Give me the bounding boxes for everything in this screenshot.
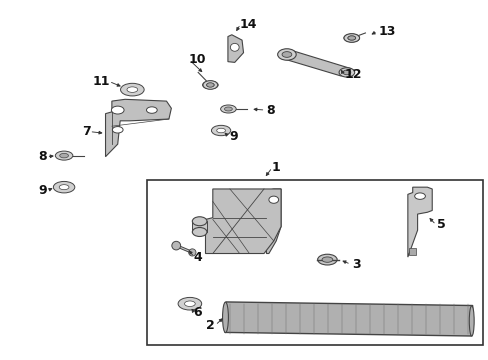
Text: 14: 14 [239,18,257,31]
Ellipse shape [121,83,144,96]
Polygon shape [105,99,171,157]
Ellipse shape [53,181,75,193]
Ellipse shape [338,68,354,77]
Ellipse shape [127,87,138,93]
Ellipse shape [277,49,296,60]
Polygon shape [205,189,281,253]
Ellipse shape [184,301,195,306]
Ellipse shape [60,153,68,158]
Text: 8: 8 [39,150,47,163]
Ellipse shape [146,107,157,113]
Text: 2: 2 [206,319,215,332]
Text: 3: 3 [351,258,360,271]
Polygon shape [224,302,472,336]
Text: 13: 13 [378,25,395,38]
Ellipse shape [202,81,218,89]
Ellipse shape [171,241,180,250]
Text: 10: 10 [188,53,205,66]
Text: 5: 5 [436,218,445,231]
Polygon shape [266,189,281,253]
Ellipse shape [192,217,206,226]
Ellipse shape [230,43,239,51]
Ellipse shape [322,257,332,262]
Ellipse shape [347,36,355,40]
Ellipse shape [414,193,425,199]
Polygon shape [407,187,431,257]
Ellipse shape [178,297,201,310]
Ellipse shape [317,254,336,265]
Ellipse shape [268,196,278,203]
Ellipse shape [112,127,123,133]
Text: 6: 6 [193,306,202,319]
Text: 9: 9 [229,130,238,144]
Bar [192,221,206,232]
Ellipse shape [111,106,124,114]
Text: 9: 9 [39,184,47,197]
Text: 8: 8 [266,104,275,117]
Ellipse shape [206,83,214,87]
Polygon shape [227,35,243,62]
Bar [147,180,483,345]
Ellipse shape [282,51,291,57]
Text: 11: 11 [93,75,110,88]
Ellipse shape [203,81,217,89]
Ellipse shape [188,249,196,256]
Ellipse shape [468,306,473,336]
Ellipse shape [55,151,73,160]
Polygon shape [175,244,193,253]
Ellipse shape [342,70,350,75]
Polygon shape [281,51,351,76]
Text: 1: 1 [271,161,280,174]
Text: 7: 7 [82,125,91,138]
Polygon shape [408,248,415,255]
Ellipse shape [343,34,359,42]
Ellipse shape [220,105,236,113]
Ellipse shape [216,128,225,133]
Text: 12: 12 [344,68,361,81]
Ellipse shape [222,302,228,333]
Text: 4: 4 [193,251,202,264]
Ellipse shape [206,83,214,87]
Ellipse shape [59,185,69,190]
Ellipse shape [224,107,232,111]
Ellipse shape [347,36,355,40]
Ellipse shape [192,228,206,237]
Ellipse shape [211,125,230,136]
Ellipse shape [343,34,359,42]
